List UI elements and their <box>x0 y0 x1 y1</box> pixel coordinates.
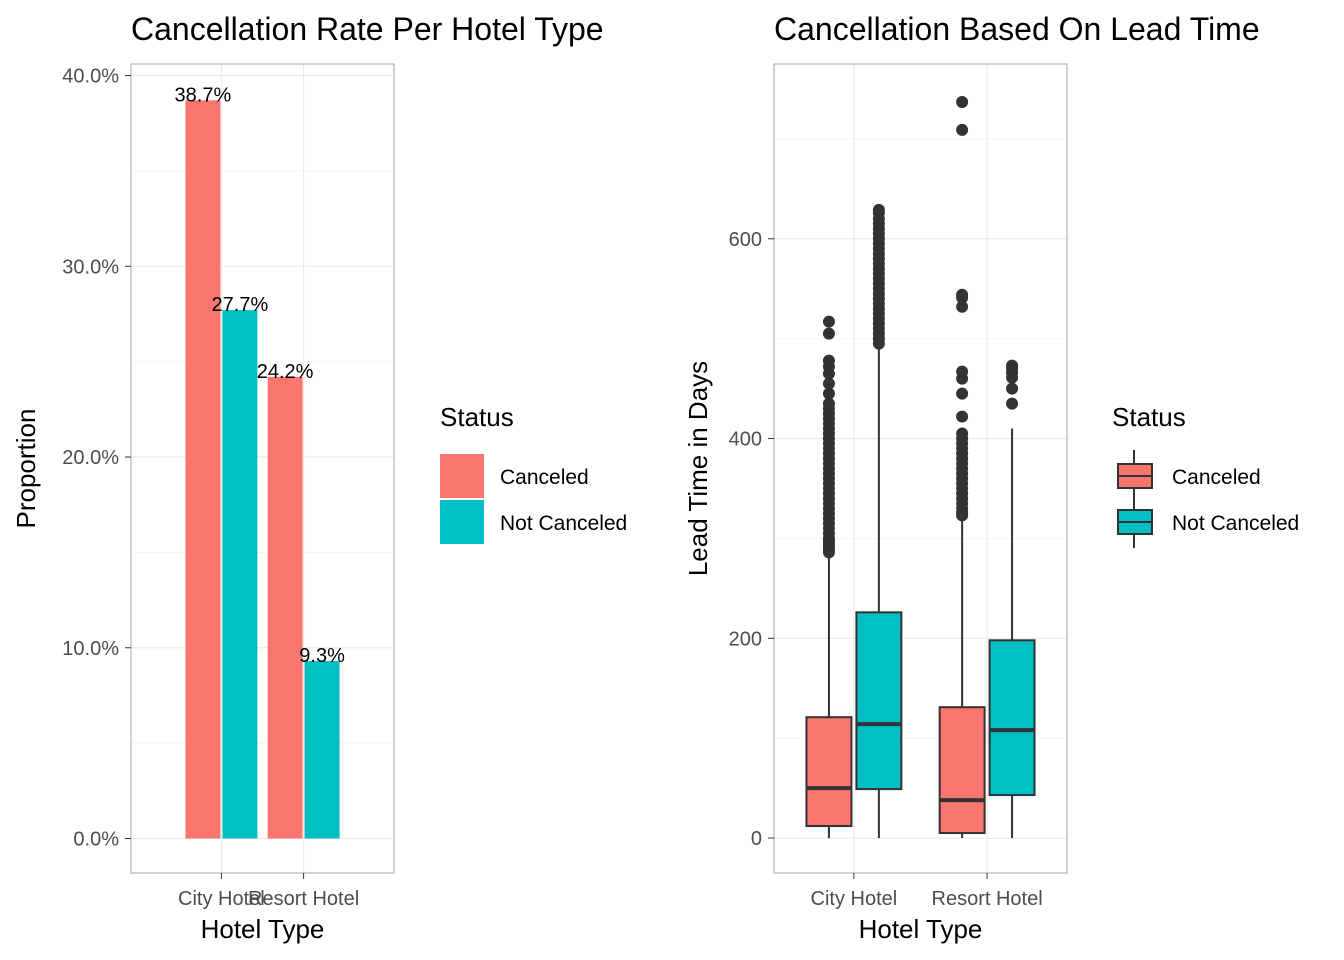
legend-key-swatch <box>440 500 484 544</box>
box-outlier-point <box>822 327 835 340</box>
bar-chart-title: Cancellation Rate Per Hotel Type <box>131 11 604 47</box>
box-legend-title: Status <box>1112 402 1186 432</box>
box-outlier-point <box>1006 397 1019 410</box>
box-outlier-point <box>822 354 835 367</box>
legend-label: Not Canceled <box>1172 512 1299 535</box>
bar-legend: Status Canceled Not Canceled <box>440 402 627 544</box>
bar-y-axis-title: Proportion <box>11 409 41 529</box>
box-1-1 <box>988 359 1036 839</box>
box-iqr <box>938 706 986 835</box>
bar-x-axis-title: Hotel Type <box>201 914 325 944</box>
bar-data-label: 27.7% <box>212 294 269 316</box>
box-outlier-point <box>956 300 969 313</box>
bar-y-tick-label: 10.0% <box>62 638 119 660</box>
box-iqr <box>805 716 853 828</box>
box-iqr <box>855 611 903 791</box>
bar-0-0 <box>185 100 221 839</box>
box-outlier-point <box>872 203 885 216</box>
box-y-tick-label: 0 <box>751 828 762 850</box>
bar-legend-item-0: Canceled <box>440 454 589 498</box>
box-outlier-point <box>956 410 969 423</box>
box-1-0 <box>938 95 986 839</box>
box-outlier-point <box>956 365 969 378</box>
box-iqr <box>988 639 1036 797</box>
box-y-tick-label: 200 <box>729 628 762 650</box>
box-outlier-point <box>956 387 969 400</box>
box-outlier-point <box>956 288 969 301</box>
bar-1-1 <box>304 661 340 839</box>
box-x-tick-label: City Hotel <box>811 888 898 910</box>
box-y-axis-title: Lead Time in Days <box>683 361 713 576</box>
bar-data-label: 24.2% <box>257 361 314 383</box>
box-chart-title: Cancellation Based On Lead Time <box>774 11 1260 47</box>
box-outlier-point <box>822 315 835 328</box>
bar-1-0 <box>267 376 303 839</box>
bar-y-tick-label: 20.0% <box>62 447 119 469</box>
legend-label: Canceled <box>1172 466 1261 489</box>
box-y-tick-label: 400 <box>729 429 762 451</box>
legend-label: Canceled <box>500 466 589 489</box>
box-legend-item-0: Canceled <box>1117 450 1261 502</box>
box-outlier-point <box>956 427 969 440</box>
box-outlier-point <box>956 95 969 108</box>
box-outlier-point <box>956 123 969 136</box>
bar-x-tick-label: City Hotel <box>178 888 265 910</box>
box-chart: 0 200 400 600 City Hotel Resort Hotel Hotel Ty… <box>683 11 1260 944</box>
box-outlier-point <box>822 377 835 390</box>
box-outlier-point <box>1006 359 1019 372</box>
box-legend: Status Canceled Not Canceled <box>1112 402 1299 548</box>
bar-x-tick-label: Resort Hotel <box>248 888 359 910</box>
bar-data-label: 38.7% <box>175 84 232 106</box>
legend-key-swatch <box>440 454 484 498</box>
bar-y-tick-label: 40.0% <box>62 66 119 88</box>
box-legend-item-1: Not Canceled <box>1117 496 1299 548</box>
bar-legend-title: Status <box>440 402 514 432</box>
box-y-tick-label: 600 <box>729 229 762 251</box>
bar-panel-background <box>131 64 394 873</box>
bar-chart: 38.7% 27.7% 24.2% 9.3% 0.0% 10.0% 20.0% 30.0% 40… <box>11 11 604 944</box>
box-0-1 <box>855 203 903 839</box>
bar-legend-item-1: Not Canceled <box>440 500 627 544</box>
box-x-tick-label: Resort Hotel <box>932 888 1043 910</box>
box-outlier-point <box>822 387 835 400</box>
box-panel-border <box>773 63 1068 874</box>
box-outlier-point <box>822 397 835 410</box>
box-0-0 <box>805 315 853 839</box>
bar-0-1 <box>222 310 258 839</box>
bar-y-tick-label: 0.0% <box>73 829 119 851</box>
box-x-axis-title: Hotel Type <box>859 914 983 944</box>
bar-y-tick-label: 30.0% <box>62 256 119 278</box>
bar-panel-border <box>130 63 395 874</box>
box-outlier-point <box>1006 382 1019 395</box>
legend-label: Not Canceled <box>500 512 627 535</box>
bar-data-label: 9.3% <box>299 645 345 667</box>
